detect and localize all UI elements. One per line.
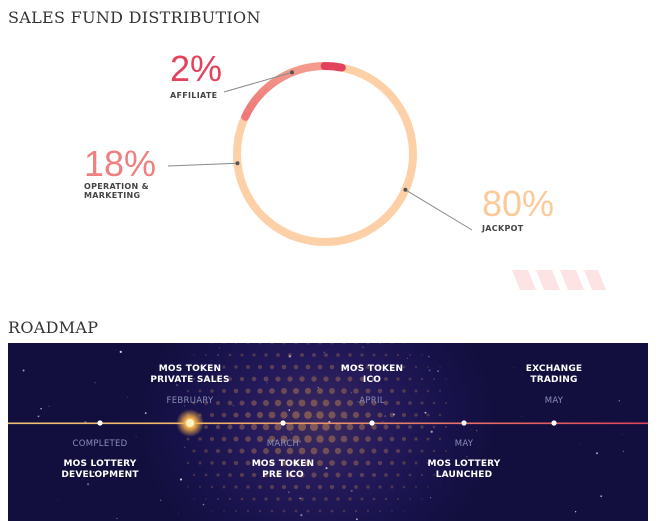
milestone-title-line: EXCHANGE — [526, 364, 583, 374]
operation-marketing-leader-dot — [235, 161, 240, 166]
star-field — [22, 346, 625, 521]
operation-marketing-leader-line — [167, 162, 238, 167]
slice-affiliate — [320, 61, 346, 72]
milestone-title-line: ICO — [363, 375, 381, 385]
milestone-status: APRIL — [359, 396, 385, 406]
jackpot-leader-line — [405, 189, 473, 231]
roadmap-title: ROADMAP — [8, 318, 99, 337]
fund-distribution-title: SALES FUND DISTRIBUTION — [8, 8, 261, 27]
milestone-title-line: MOS LOTTERY — [427, 459, 500, 469]
jackpot-leader-dot — [403, 187, 408, 192]
jackpot-label: JACKPOT — [481, 224, 524, 233]
milestone-title-line: MOS TOKEN — [159, 364, 221, 374]
operation-marketing-label-line2: MARKETING — [84, 191, 140, 200]
milestone-title-line: LAUNCHED — [436, 470, 493, 480]
operation-marketing-percent: 18% — [84, 143, 156, 184]
milestone-status: MARCH — [267, 439, 299, 449]
milestone-dot — [551, 420, 557, 426]
jackpot-percent: 80% — [482, 183, 554, 224]
milestone-title-line: PRIVATE SALES — [150, 375, 229, 385]
milestone-title-line: PRE ICO — [262, 470, 304, 480]
decorative-stripes — [512, 270, 606, 290]
milestone-title-line: TRADING — [530, 375, 577, 385]
milestone-dot — [186, 419, 194, 427]
timeline-line — [8, 422, 648, 425]
milestone-title-line: MOS TOKEN — [341, 364, 403, 374]
affiliate-label: AFFILIATE — [170, 91, 217, 100]
operation-marketing-label-line1: OPERATION & — [84, 182, 149, 191]
milestone-title-line: MOS TOKEN — [252, 459, 314, 469]
milestone-status: COMPLETED — [73, 439, 128, 449]
affiliate-leader-line — [223, 71, 293, 93]
fund-distribution-chart: 2% AFFILIATE 18%OPERATION &MARKETING 80%JAC… — [84, 48, 606, 290]
milestone-status: MAY — [455, 439, 474, 449]
milestone-title-line: MOS LOTTERY — [63, 459, 136, 469]
milestone-status: FEBRUARY — [167, 396, 214, 406]
slice-operation-marketing — [241, 62, 329, 121]
roadmap-panel: COMPLETED MOS LOTTERY DEVELOPMENT MOS TOKEN… — [8, 343, 648, 521]
affiliate-leader-dot — [290, 70, 295, 75]
dot-pattern-background — [186, 343, 448, 513]
affiliate-percent: 2% — [170, 48, 222, 89]
milestone-dot — [97, 420, 103, 426]
milestone-dot — [461, 420, 467, 426]
milestone-dot — [369, 420, 375, 426]
slice-jackpot — [232, 62, 417, 246]
milestone-dot — [280, 420, 286, 426]
milestone-status: MAY — [545, 396, 564, 406]
milestone-title-line: DEVELOPMENT — [61, 470, 139, 480]
